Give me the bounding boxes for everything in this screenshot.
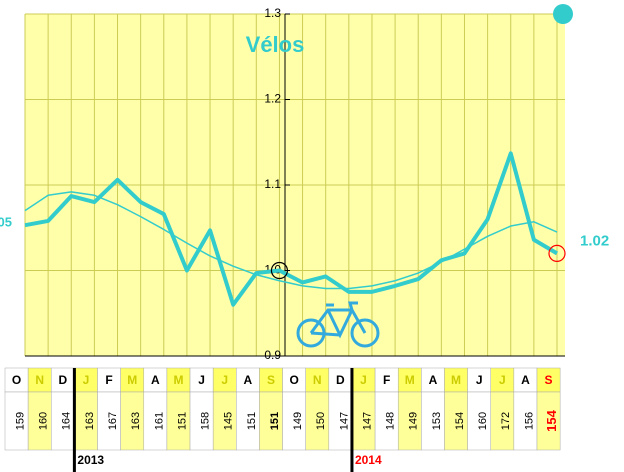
reference-marker	[270, 261, 289, 280]
month-label: D	[58, 373, 67, 387]
month-label: M	[173, 373, 183, 387]
count-label: 147	[361, 412, 373, 430]
month-label: F	[105, 373, 112, 387]
month-label: A	[521, 373, 530, 387]
count-label: 167	[107, 412, 119, 430]
start-label: 1.05	[0, 215, 12, 230]
month-label: A	[244, 373, 253, 387]
month-label: N	[313, 373, 322, 387]
marks: 1.02 1.05	[0, 151, 609, 307]
month-label: J	[499, 373, 506, 387]
month-label: M	[127, 373, 137, 387]
count-label: 154	[544, 409, 559, 431]
count-label: 160	[38, 412, 50, 430]
count-label: 151	[269, 412, 281, 430]
end-label: 1.02	[580, 232, 609, 249]
month-label: A	[429, 373, 438, 387]
count-label: 151	[246, 412, 258, 430]
count-label: 164	[61, 412, 73, 430]
count-label: 153	[431, 412, 443, 430]
bike-icon	[296, 301, 380, 348]
count-label: 147	[338, 412, 350, 430]
count-label: 149	[292, 412, 304, 430]
month-label: J	[221, 373, 228, 387]
count-label: 163	[84, 412, 96, 430]
count-label: 172	[500, 412, 512, 430]
month-label: J	[198, 373, 205, 387]
count-label: 161	[153, 412, 165, 430]
count-label: 149	[408, 412, 420, 430]
month-label: J	[360, 373, 367, 387]
count-label: 159	[14, 412, 26, 430]
y-tick-label: 0.9	[264, 348, 281, 362]
month-label: O	[289, 373, 298, 387]
count-label: 145	[223, 412, 235, 430]
count-label: 156	[523, 412, 535, 430]
table: O 159 N 160 D 164 J 163 F 167 M 163 A 161 M 151 J 158 J 145…	[4, 367, 561, 472]
chart-title: Vélos	[246, 32, 305, 57]
count-label: 148	[385, 412, 397, 430]
count-label: 160	[477, 412, 489, 430]
end-marker	[548, 244, 566, 262]
count-label: 158	[200, 412, 212, 430]
dot-icon	[553, 4, 573, 24]
grid: 0.91.01.11.21.3	[24, 6, 565, 362]
month-label: M	[405, 373, 415, 387]
month-label: M	[451, 373, 461, 387]
month-label: S	[545, 373, 553, 387]
year-label: 2013	[77, 453, 104, 467]
month-label: D	[336, 373, 345, 387]
count-label: 150	[315, 412, 327, 430]
year-label: 2014	[355, 453, 382, 467]
month-label: O	[12, 373, 21, 387]
count-cell	[536, 391, 561, 451]
y-tick-label: 1.1	[264, 177, 281, 191]
count-label: 154	[454, 412, 466, 430]
y-tick-label: 1.2	[264, 92, 281, 106]
y-tick-label: 1.3	[264, 6, 281, 20]
count-label: 163	[130, 412, 142, 430]
trend-line	[24, 191, 558, 290]
month-label: F	[383, 373, 390, 387]
month-label: A	[151, 373, 160, 387]
month-label: J	[83, 373, 90, 387]
month-label: J	[476, 373, 483, 387]
count-label: 151	[176, 412, 188, 430]
month-label: N	[35, 373, 44, 387]
month-label: S	[267, 373, 275, 387]
